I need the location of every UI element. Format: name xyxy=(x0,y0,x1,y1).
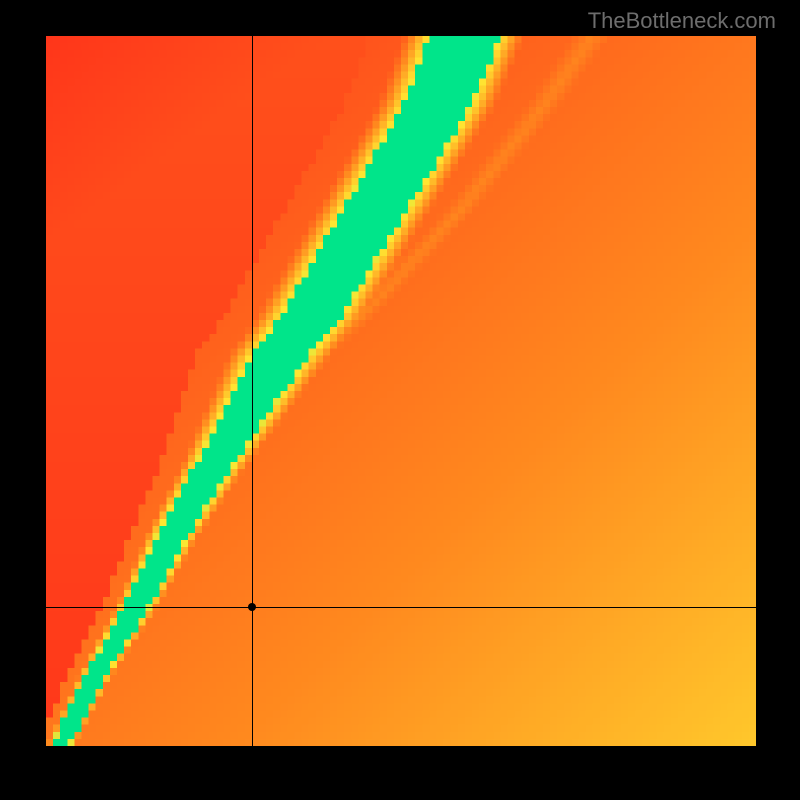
root-container: TheBottleneck.com xyxy=(0,0,800,800)
marker-dot xyxy=(248,603,256,611)
heatmap-canvas xyxy=(46,36,756,746)
watermark-text: TheBottleneck.com xyxy=(588,8,776,34)
crosshair-vertical xyxy=(252,36,253,746)
plot-area xyxy=(46,36,756,746)
crosshair-horizontal xyxy=(46,607,756,608)
